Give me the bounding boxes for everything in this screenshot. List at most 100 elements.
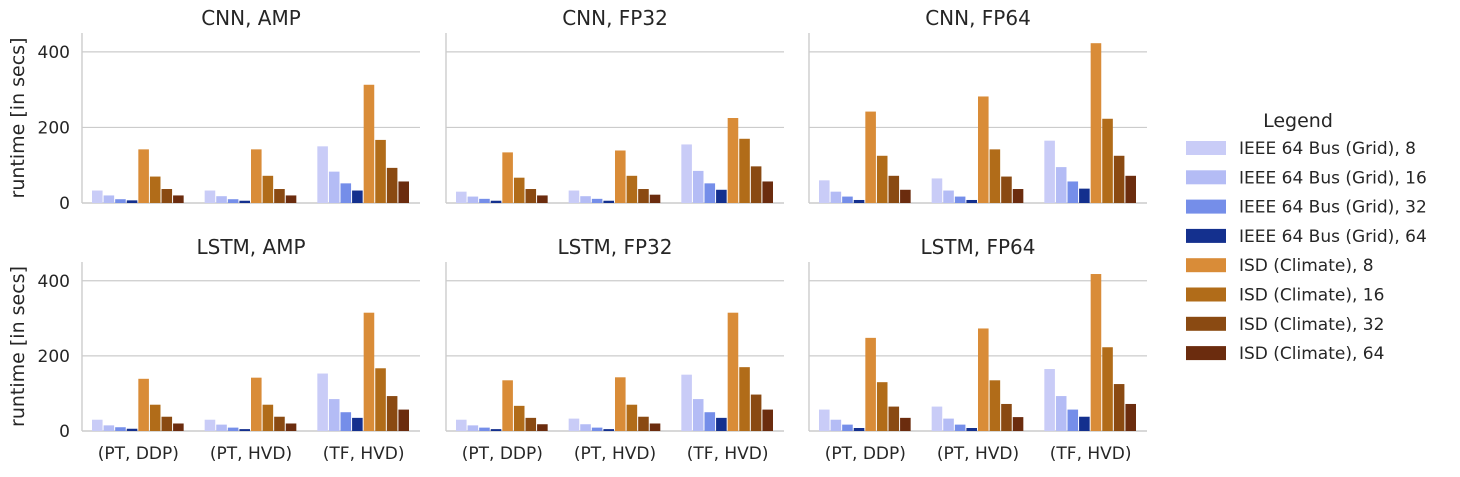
bar [513,177,525,203]
y-axis-label: runtime [in secs] [7,38,29,199]
bar [227,199,239,203]
bar [204,190,216,203]
bar [638,416,649,431]
bar [490,200,502,203]
bar [568,190,580,203]
bar [537,424,548,431]
bar [239,200,250,203]
bar [888,175,900,203]
panel-1: CNN, AMP 0 200 400 runtime [in secs] [7,6,420,214]
bar [978,328,989,431]
bar [173,195,184,203]
panel-4: LSTM, AMP 0 200 400 runtime [in secs] (PT, DD… [7,235,420,464]
bar [1090,274,1102,431]
bar [819,180,830,203]
bar [525,417,537,431]
x-tick-label: (PT, HVD) [574,444,656,464]
bar [317,146,328,203]
bar [262,175,274,203]
bar [1067,181,1079,203]
bar [966,428,977,431]
bar [1012,189,1024,203]
bar [115,427,126,431]
bar [126,428,138,431]
legend-swatch [1186,228,1226,243]
legend-entry-label: ISD (Climate), 8 [1239,256,1374,276]
x-tick-label: (PT, HVD) [937,444,1019,464]
bar [502,152,513,203]
bar [103,195,115,203]
bar [1125,175,1136,203]
bar [1079,188,1090,203]
panel-title: CNN, FP64 [925,6,1031,30]
bar [954,424,966,431]
bar [978,96,989,203]
bar [876,155,888,203]
legend-entry-label: ISD (Climate), 32 [1239,315,1384,335]
y-tick-label: 0 [59,422,70,442]
bar [762,409,773,431]
bar [340,183,352,203]
y-tick-label: 200 [38,118,70,138]
bar [1113,155,1125,203]
bar [750,394,762,431]
bar [352,190,363,203]
bar [115,199,126,203]
y-tick-label: 0 [59,194,70,214]
legend-entry-label: IEEE 64 Bus (Grid), 8 [1239,139,1416,159]
bar [626,175,638,203]
panel-title: LSTM, FP32 [557,235,672,259]
panel-title: CNN, AMP [201,6,301,30]
bar [943,418,954,431]
bar [204,419,216,431]
legend-swatch [1186,199,1226,214]
bar [1090,43,1102,204]
bar [216,424,227,431]
bar [1001,176,1012,203]
panel-2: CNN, FP32 [445,6,784,204]
legend-title: Legend [1263,110,1333,132]
bar [931,406,943,431]
bar [1125,403,1136,431]
bar [126,200,138,203]
bar [900,189,911,203]
bar [537,195,548,203]
bar [931,178,943,203]
bar [649,423,661,431]
bar [375,139,386,203]
bar [727,312,739,431]
x-tick-label: (PT, HVD) [210,444,292,464]
legend-entry-label: ISD (Climate), 16 [1239,286,1384,306]
panel-6: LSTM, FP64 (PT, DDP) (PT, HVD) (TF, HVD) [808,235,1147,464]
bar [375,368,386,431]
bar [989,149,1001,203]
bar [580,196,591,203]
bar [876,382,888,431]
bar [173,423,184,431]
bar [92,419,103,431]
bar [274,189,285,203]
bar [830,191,842,203]
legend-swatch [1186,287,1226,302]
bar [853,428,865,431]
bar [681,144,692,203]
legend: Legend IEEE 64 Bus (Grid), 8 IEEE 64 Bus (… [1186,110,1427,364]
panel-title: CNN, FP32 [562,6,668,30]
bar [626,404,638,431]
bar [456,191,467,203]
bar [285,423,297,431]
bar [103,425,115,431]
x-tick-label: (PT, DDP) [825,444,906,464]
legend-swatch [1186,141,1226,155]
legend-entry-label: IEEE 64 Bus (Grid), 32 [1239,198,1427,218]
bar [842,424,853,431]
bar [603,429,614,431]
bar [591,198,603,203]
bar [704,412,716,431]
bar [1001,403,1012,431]
bar [716,189,727,203]
bar [704,183,716,203]
bar [615,150,626,203]
